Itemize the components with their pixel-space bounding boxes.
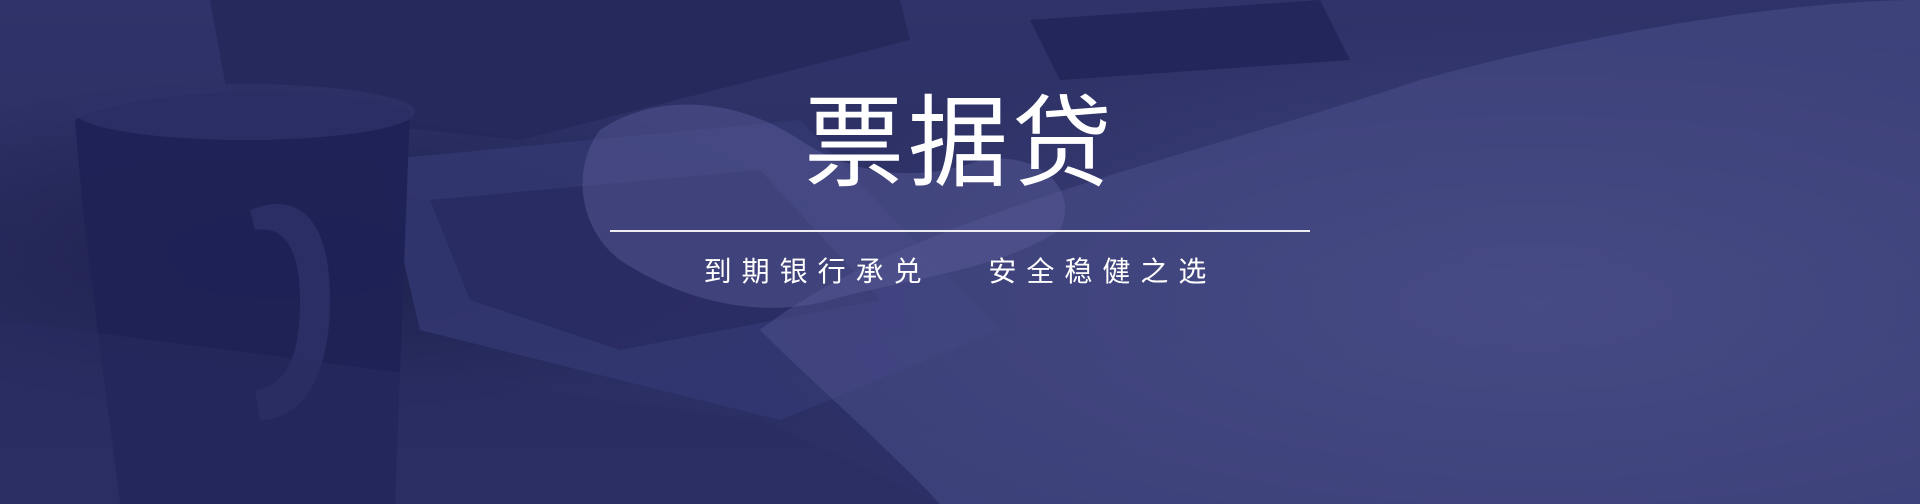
keyboard-shape [430,170,880,350]
hand-shape [582,104,1066,308]
laptop-screen-shape [210,0,910,140]
mug-handle-shape [250,204,330,420]
banner-title: 票据贷 [804,85,1116,202]
mug-rim-shape [75,84,415,140]
banner-tagline: 到期银行承兑 安全稳健之选 [703,255,1217,288]
arm-shape [760,0,1920,504]
desk-surface-shape [0,320,940,504]
title-divider [610,230,1310,232]
laptop-body-shape [380,120,1000,420]
phone-shape [1030,0,1350,80]
mug-shape [75,91,410,504]
